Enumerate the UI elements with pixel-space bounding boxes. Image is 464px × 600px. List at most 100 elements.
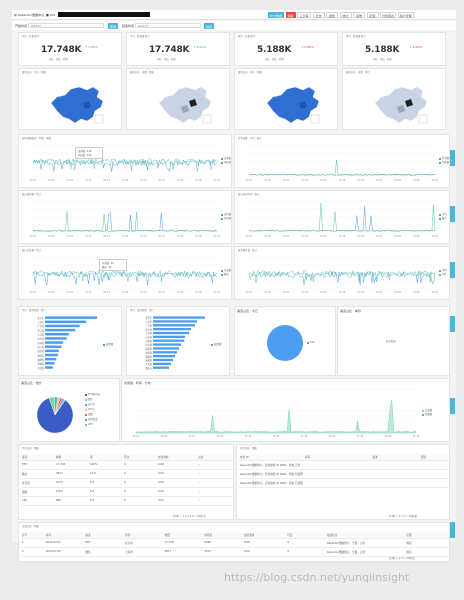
kpi-card-3[interactable]: 本月 · 收费量 统计 5.188K ↓ 0.00% 同比 · 环比 · 趋势 [342,32,446,66]
bar[interactable] [153,316,205,319]
bar[interactable] [153,331,189,335]
line-chart[interactable]: 07-01 07-04 07-07 07-10 07-13 07-16 07-19 07-22… [19,247,233,301]
line-chart[interactable]: 07-01 07-04 07-07 07-10 07-13 07-16 07-19 07-22… [235,247,451,301]
line-chart[interactable]: 07-01 07-04 07-07 07-10 07-13 07-16 07-19 07-22… [19,135,233,189]
table-row[interactable]: Kapacitor数据中心 · 异常交易 ID 0001 · 状态 正常 [239,460,449,470]
pie-slice[interactable] [54,399,66,416]
bar[interactable] [45,345,62,348]
bar[interactable] [45,337,67,340]
table-header[interactable]: 原因 [419,454,449,461]
bar[interactable] [153,347,179,350]
bar[interactable] [153,324,195,327]
table-row[interactable]: 2 2019-07-02 微信 上海市 2817 1074 0.00 0 Kapacitor数据… [21,547,449,557]
nav-button-3[interactable]: 日志 [312,12,325,18]
kpi-card-1[interactable]: 今日 · 收费量 统计 17.748K ↑ 0.00% 同比 · 环比 · 趋势 [126,32,230,66]
pie-slice[interactable] [36,397,74,434]
kpi-card-2[interactable]: 本月 · 总量 统计 5.188K ↓ 0.00% 同比 · 环比 · 趋势 [234,32,338,66]
filter-end-input[interactable]: 2019-07 [135,23,201,28]
table-header[interactable]: 渠道 [21,454,55,461]
nav-button-5[interactable]: 统计 [339,12,352,18]
china-map[interactable] [367,81,433,127]
bar[interactable] [45,362,55,365]
table-header[interactable]: 描述 [371,454,420,461]
bar[interactable] [45,333,69,336]
nav-button-4[interactable]: 报警 [326,12,338,18]
bar[interactable] [45,341,64,344]
nav-button-6[interactable]: 运维 [353,12,365,18]
nav-button-8[interactable]: 分析报表 [380,12,396,18]
table-header[interactable]: 描述信息 [325,532,406,539]
bar[interactable] [45,366,53,369]
bar[interactable] [45,328,76,332]
table-row[interactable]: 1 2019-07-01 ETC 北京市 17,748 5188 0.00 0 Kapacito… [21,538,449,548]
pie-today-slice[interactable] [267,325,303,361]
table-header[interactable]: 省份 [124,532,164,539]
pagination[interactable]: 共3条 < 1 2 3 > 10条/页 [389,515,418,518]
table-header[interactable] [342,454,372,461]
export-button[interactable]: 导出 [204,22,214,29]
side-tab-0[interactable] [450,150,455,166]
table-header[interactable]: 环比 [286,532,326,539]
bar[interactable] [45,353,58,357]
table-header[interactable]: 收费 [163,532,204,539]
bar[interactable] [153,327,191,331]
table-header[interactable]: 序号 [21,532,45,539]
table-header[interactable]: 环比 [123,454,157,461]
table-header[interactable]: 占比 [197,454,233,461]
table-header[interactable]: 交易金额 [157,454,197,461]
table-header[interactable]: 结果 [405,532,449,539]
bar[interactable] [45,324,80,328]
side-tab[interactable] [450,316,455,332]
bar[interactable] [153,343,181,346]
bar[interactable] [153,362,171,365]
china-map[interactable] [151,81,217,127]
nav-button-9[interactable]: 用户管理 [397,12,414,18]
bar[interactable] [153,354,175,358]
bar[interactable] [45,316,97,319]
table-row[interactable]: ETC 17,748 100% 0 0.00— [21,460,233,470]
table-row[interactable]: Kapacitor数据中心 · 异常交易 ID 0002 · 状态 待处理 [239,469,449,479]
table-header[interactable]: 交易 ID [239,454,304,461]
bar[interactable] [153,358,173,362]
side-tab[interactable] [450,398,455,414]
nav-button-7[interactable]: 配置 [366,12,379,18]
kpi-card-0[interactable]: 今日 · 总量 统计 17.748K ↑ 0.00% 同比 · 环比 · 趋势 [18,32,122,66]
table-row[interactable]: 支付宝 1074 6.0 0 0.00— [21,478,233,488]
kpi-sub: 同比 · 环比 · 趋势 [157,58,176,61]
side-tab-2[interactable] [450,262,455,278]
table-header[interactable]: 渠道 [84,532,125,539]
filter-start-input[interactable]: 2019-07 [28,23,104,28]
table-header[interactable]: 收费 [55,454,89,461]
bar[interactable] [153,320,197,323]
table-row[interactable]: 微信 2817 15.9 0 0.00— [21,469,233,479]
bar[interactable] [45,320,87,324]
line-chart[interactable]: 07-01 07-04 07-07 07-10 07-13 07-16 07-19 07-22… [235,191,451,245]
table-header[interactable]: 交易金额 [242,532,287,539]
bar[interactable] [45,357,57,361]
area-series[interactable] [135,399,417,434]
pagination[interactable]: 共5条 < 1 2 3 4 5 > 10条/页 [173,515,206,518]
nav-button-2[interactable]: 三大库 [297,12,311,18]
line-chart[interactable]: 07-01 07-04 07-07 07-10 07-13 07-16 07-19 07-22… [235,135,451,189]
bar[interactable] [153,339,185,342]
nav-button-1[interactable]: 刷新 [285,12,296,18]
table-header[interactable]: 时间 [44,532,85,539]
side-tab-1[interactable] [450,206,455,222]
table-row[interactable]: CPC 890 5.0 0 0.00— [21,496,233,506]
bar[interactable] [153,366,169,369]
table-header[interactable]: 量 [89,454,123,461]
bar[interactable] [45,349,59,353]
side-tab[interactable] [450,522,455,538]
bar[interactable] [153,335,185,338]
table-row[interactable]: 银联 1200 6.8 0 0.00— [21,487,233,497]
china-map[interactable] [43,81,109,127]
pagination[interactable]: 共2条 < 1 2 > 10条/页 [389,557,415,560]
query-button[interactable]: 查询 [108,22,118,29]
china-map[interactable] [259,81,325,127]
nav-button-0[interactable]: ETC数据 [268,12,284,18]
table-header[interactable]: 交易量 [203,532,243,539]
bar[interactable] [153,351,177,354]
table-row[interactable]: Kapacitor数据中心 · 异常交易 ID 0003 · 状态 已处理 [239,478,449,488]
line-chart[interactable]: 07-01 07-04 07-07 07-10 07-13 07-16 07-19 07-22… [19,191,233,245]
table-header[interactable]: 时间 [303,454,343,461]
